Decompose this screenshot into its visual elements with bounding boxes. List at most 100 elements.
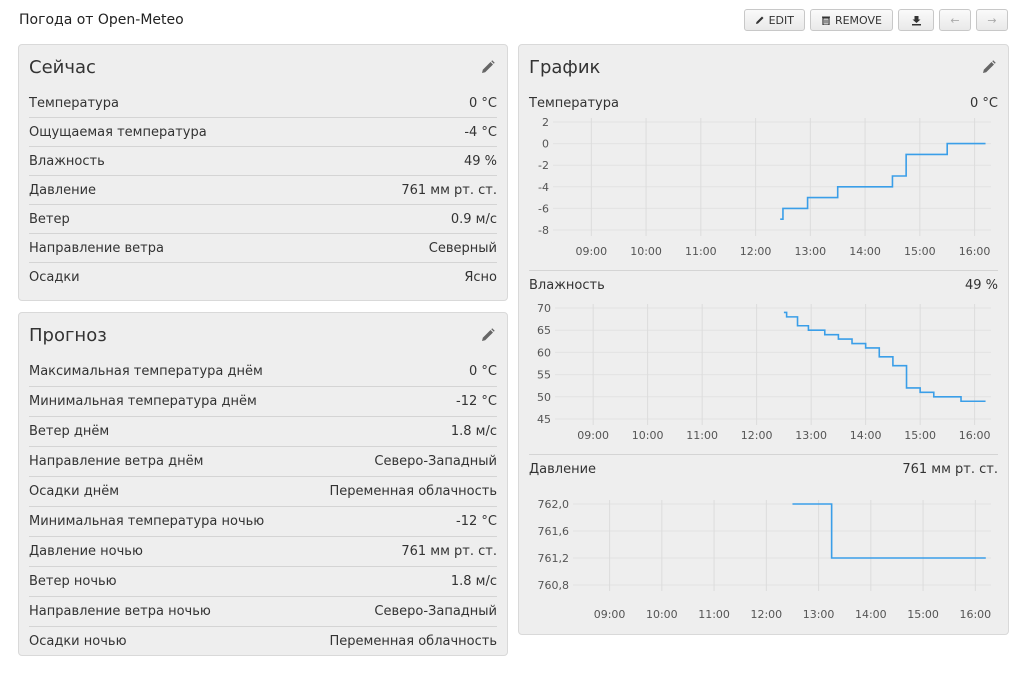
page-title: Погода от Open-Meteo xyxy=(19,12,184,28)
y-tick-label: -8 xyxy=(538,224,549,237)
forecast-rows: Максимальная температура днём 0 °C Минима… xyxy=(19,357,507,656)
y-tick-label: 761,6 xyxy=(538,525,570,538)
x-tick-label: 12:00 xyxy=(750,608,782,621)
chart-current-value: 0 °C xyxy=(970,96,998,111)
x-tick-label: 16:00 xyxy=(959,608,991,621)
list-item: Направление ветра днём Северо-Западный xyxy=(29,447,497,477)
back-button[interactable]: ← xyxy=(939,9,971,31)
series-line xyxy=(780,142,986,220)
y-tick-label: 50 xyxy=(537,391,551,404)
row-value: Северо-Западный xyxy=(374,454,497,469)
row-value: Переменная облачность xyxy=(329,634,497,649)
list-item: Максимальная температура днём 0 °C xyxy=(29,357,497,387)
x-tick-label: 12:00 xyxy=(741,429,773,442)
x-tick-label: 09:00 xyxy=(575,245,607,258)
graph-panel-title: График xyxy=(529,57,601,78)
row-value: 0 °C xyxy=(469,95,497,111)
row-value: 0 °C xyxy=(469,364,497,379)
pressure-chart: 762,0 761,6 761,2 760,8 09:00 10:00 11:00 12:00… xyxy=(538,498,992,621)
chart-title: Давление xyxy=(529,462,597,477)
edit-pencil-icon[interactable] xyxy=(982,60,996,74)
x-tick-label: 11:00 xyxy=(686,429,718,442)
list-item: Влажность 49 % xyxy=(29,147,497,176)
arrow-right-icon: → xyxy=(987,13,997,27)
row-value: Переменная облачность xyxy=(329,484,497,499)
chart-current-value: 761 мм рт. ст. xyxy=(902,462,998,477)
edit-pencil-icon[interactable] xyxy=(481,60,495,74)
chart-title: Влажность xyxy=(529,278,605,293)
toolbar: EDIT REMOVE ← → xyxy=(743,9,1008,31)
chart-current-value: 49 % xyxy=(964,278,998,293)
y-tick-label: 2 xyxy=(542,116,549,129)
y-tick-label: 55 xyxy=(537,369,551,382)
list-item: Ощущаемая температура -4 °C xyxy=(29,118,497,147)
pencil-icon xyxy=(755,16,764,24)
y-tick-label: -2 xyxy=(538,159,549,172)
row-label: Влажность xyxy=(29,153,105,169)
y-tick-label: 762,0 xyxy=(538,498,570,511)
now-panel-title: Сейчас xyxy=(29,57,96,78)
y-tick-label: -6 xyxy=(538,202,549,215)
list-item: Минимальная температура днём -12 °C xyxy=(29,387,497,417)
row-value: 1.8 м/с xyxy=(450,574,497,589)
list-item: Ветер днём 1.8 м/с xyxy=(29,417,497,447)
row-value: -12 °C xyxy=(456,514,497,529)
trash-icon xyxy=(821,16,830,25)
temperature-chart: 2 0 -2 -4 -6 -8 09:00 10:00 11:00 12:00 13:00 14:00… xyxy=(538,116,991,258)
row-value: 49 % xyxy=(463,153,497,169)
row-label: Давление xyxy=(29,182,97,198)
row-value: Северо-Западный xyxy=(374,604,497,619)
list-item: Ветер ночью 1.8 м/с xyxy=(29,567,497,597)
y-tick-label: 0 xyxy=(542,138,549,151)
row-label: Ощущаемая температура xyxy=(29,124,207,140)
x-tick-label: 15:00 xyxy=(904,245,936,258)
row-label: Осадки xyxy=(29,269,80,285)
x-tick-label: 11:00 xyxy=(698,608,730,621)
forecast-panel: Прогноз Максимальная температура днём 0 °… xyxy=(18,312,508,656)
list-item: Осадки ночью Переменная облачность xyxy=(29,627,497,656)
list-item: Направление ветра ночью Северо-Западный xyxy=(29,597,497,627)
row-label: Минимальная температура днём xyxy=(29,394,257,409)
x-tick-label: 13:00 xyxy=(803,608,835,621)
edit-pencil-icon[interactable] xyxy=(481,328,495,342)
download-button[interactable] xyxy=(898,9,934,31)
row-value: -4 °C xyxy=(464,124,497,140)
row-label: Минимальная температура ночью xyxy=(29,514,265,529)
x-tick-label: 09:00 xyxy=(577,429,609,442)
row-value: Ясно xyxy=(464,269,497,285)
edit-button[interactable]: EDIT xyxy=(743,9,805,31)
now-panel: Сейчас Температура 0 °C Ощущаемая темпера… xyxy=(18,44,508,301)
list-item: Давление 761 мм рт. ст. xyxy=(29,176,497,205)
y-tick-label: 65 xyxy=(537,324,551,337)
remove-button[interactable]: REMOVE xyxy=(809,9,893,31)
list-item: Осадки Ясно xyxy=(29,263,497,291)
x-tick-label: 14:00 xyxy=(855,608,887,621)
list-item: Температура 0 °C xyxy=(29,89,497,118)
row-label: Ветер днём xyxy=(29,424,110,439)
x-tick-label: 10:00 xyxy=(632,429,664,442)
row-label: Осадки ночью xyxy=(29,634,127,649)
x-tick-label: 11:00 xyxy=(685,245,717,258)
list-item: Направление ветра Северный xyxy=(29,234,497,263)
x-tick-label: 15:00 xyxy=(904,429,936,442)
row-label: Направление ветра xyxy=(29,240,164,256)
series-line xyxy=(792,503,986,559)
list-item: Минимальная температура ночью -12 °C xyxy=(29,507,497,537)
humidity-chart-block: Влажность 49 % 70 65 60 55 50 45 09:00 10:00 11:… xyxy=(529,270,998,454)
row-value: 761 мм рт. ст. xyxy=(401,182,497,198)
forecast-panel-title: Прогноз xyxy=(29,325,107,346)
chart-header: Влажность 49 % xyxy=(529,271,998,298)
list-item: Осадки днём Переменная облачность xyxy=(29,477,497,507)
chart-header: Давление 761 мм рт. ст. xyxy=(529,455,998,482)
x-tick-label: 13:00 xyxy=(795,429,827,442)
row-label: Осадки днём xyxy=(29,484,120,499)
download-icon xyxy=(911,15,921,25)
pressure-chart-block: Давление 761 мм рт. ст. 762,0 761,6 761,2 7… xyxy=(529,454,998,636)
arrow-left-icon: ← xyxy=(950,13,960,27)
y-tick-label: -4 xyxy=(538,181,549,194)
row-label: Направление ветра днём xyxy=(29,454,204,469)
forward-button[interactable]: → xyxy=(976,9,1008,31)
temperature-chart-block: Температура 0 °C 2 0 -2 -4 -6 -8 09:00 10:00 11:… xyxy=(529,89,998,270)
x-tick-label: 16:00 xyxy=(959,429,991,442)
row-value: -12 °C xyxy=(456,394,497,409)
